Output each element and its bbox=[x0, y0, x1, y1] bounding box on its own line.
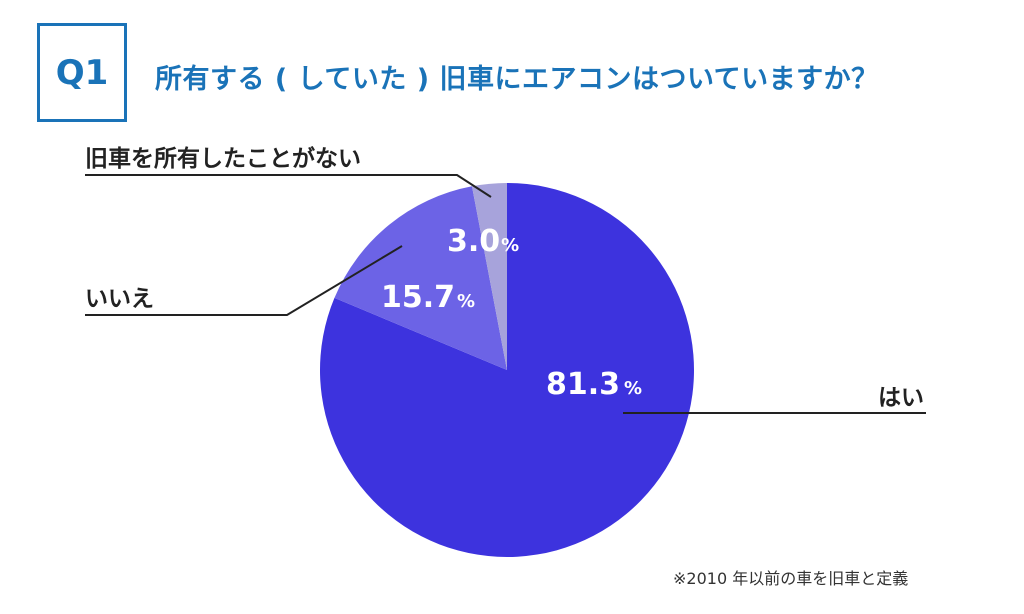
leader-line-no bbox=[85, 245, 403, 316]
slice-never bbox=[471, 183, 507, 370]
slice-no bbox=[334, 186, 507, 370]
chart-title: 所有する ( していた ) 旧車にエアコンはついていますか？ bbox=[155, 64, 879, 95]
value-yes: 81.3% bbox=[546, 367, 642, 402]
footnote: ※2010 年以前の車を旧車と定義 bbox=[673, 569, 909, 588]
value-never: 3.0% bbox=[447, 224, 519, 259]
value-no: 15.7% bbox=[381, 280, 475, 315]
label-yes: はい bbox=[878, 385, 924, 411]
question-number: Q1 bbox=[55, 52, 109, 93]
label-never: 旧車を所有したことがない bbox=[85, 145, 361, 172]
question-badge: Q1 bbox=[37, 23, 127, 122]
label-no: いいえ bbox=[85, 286, 154, 312]
leader-line-never bbox=[85, 174, 492, 198]
